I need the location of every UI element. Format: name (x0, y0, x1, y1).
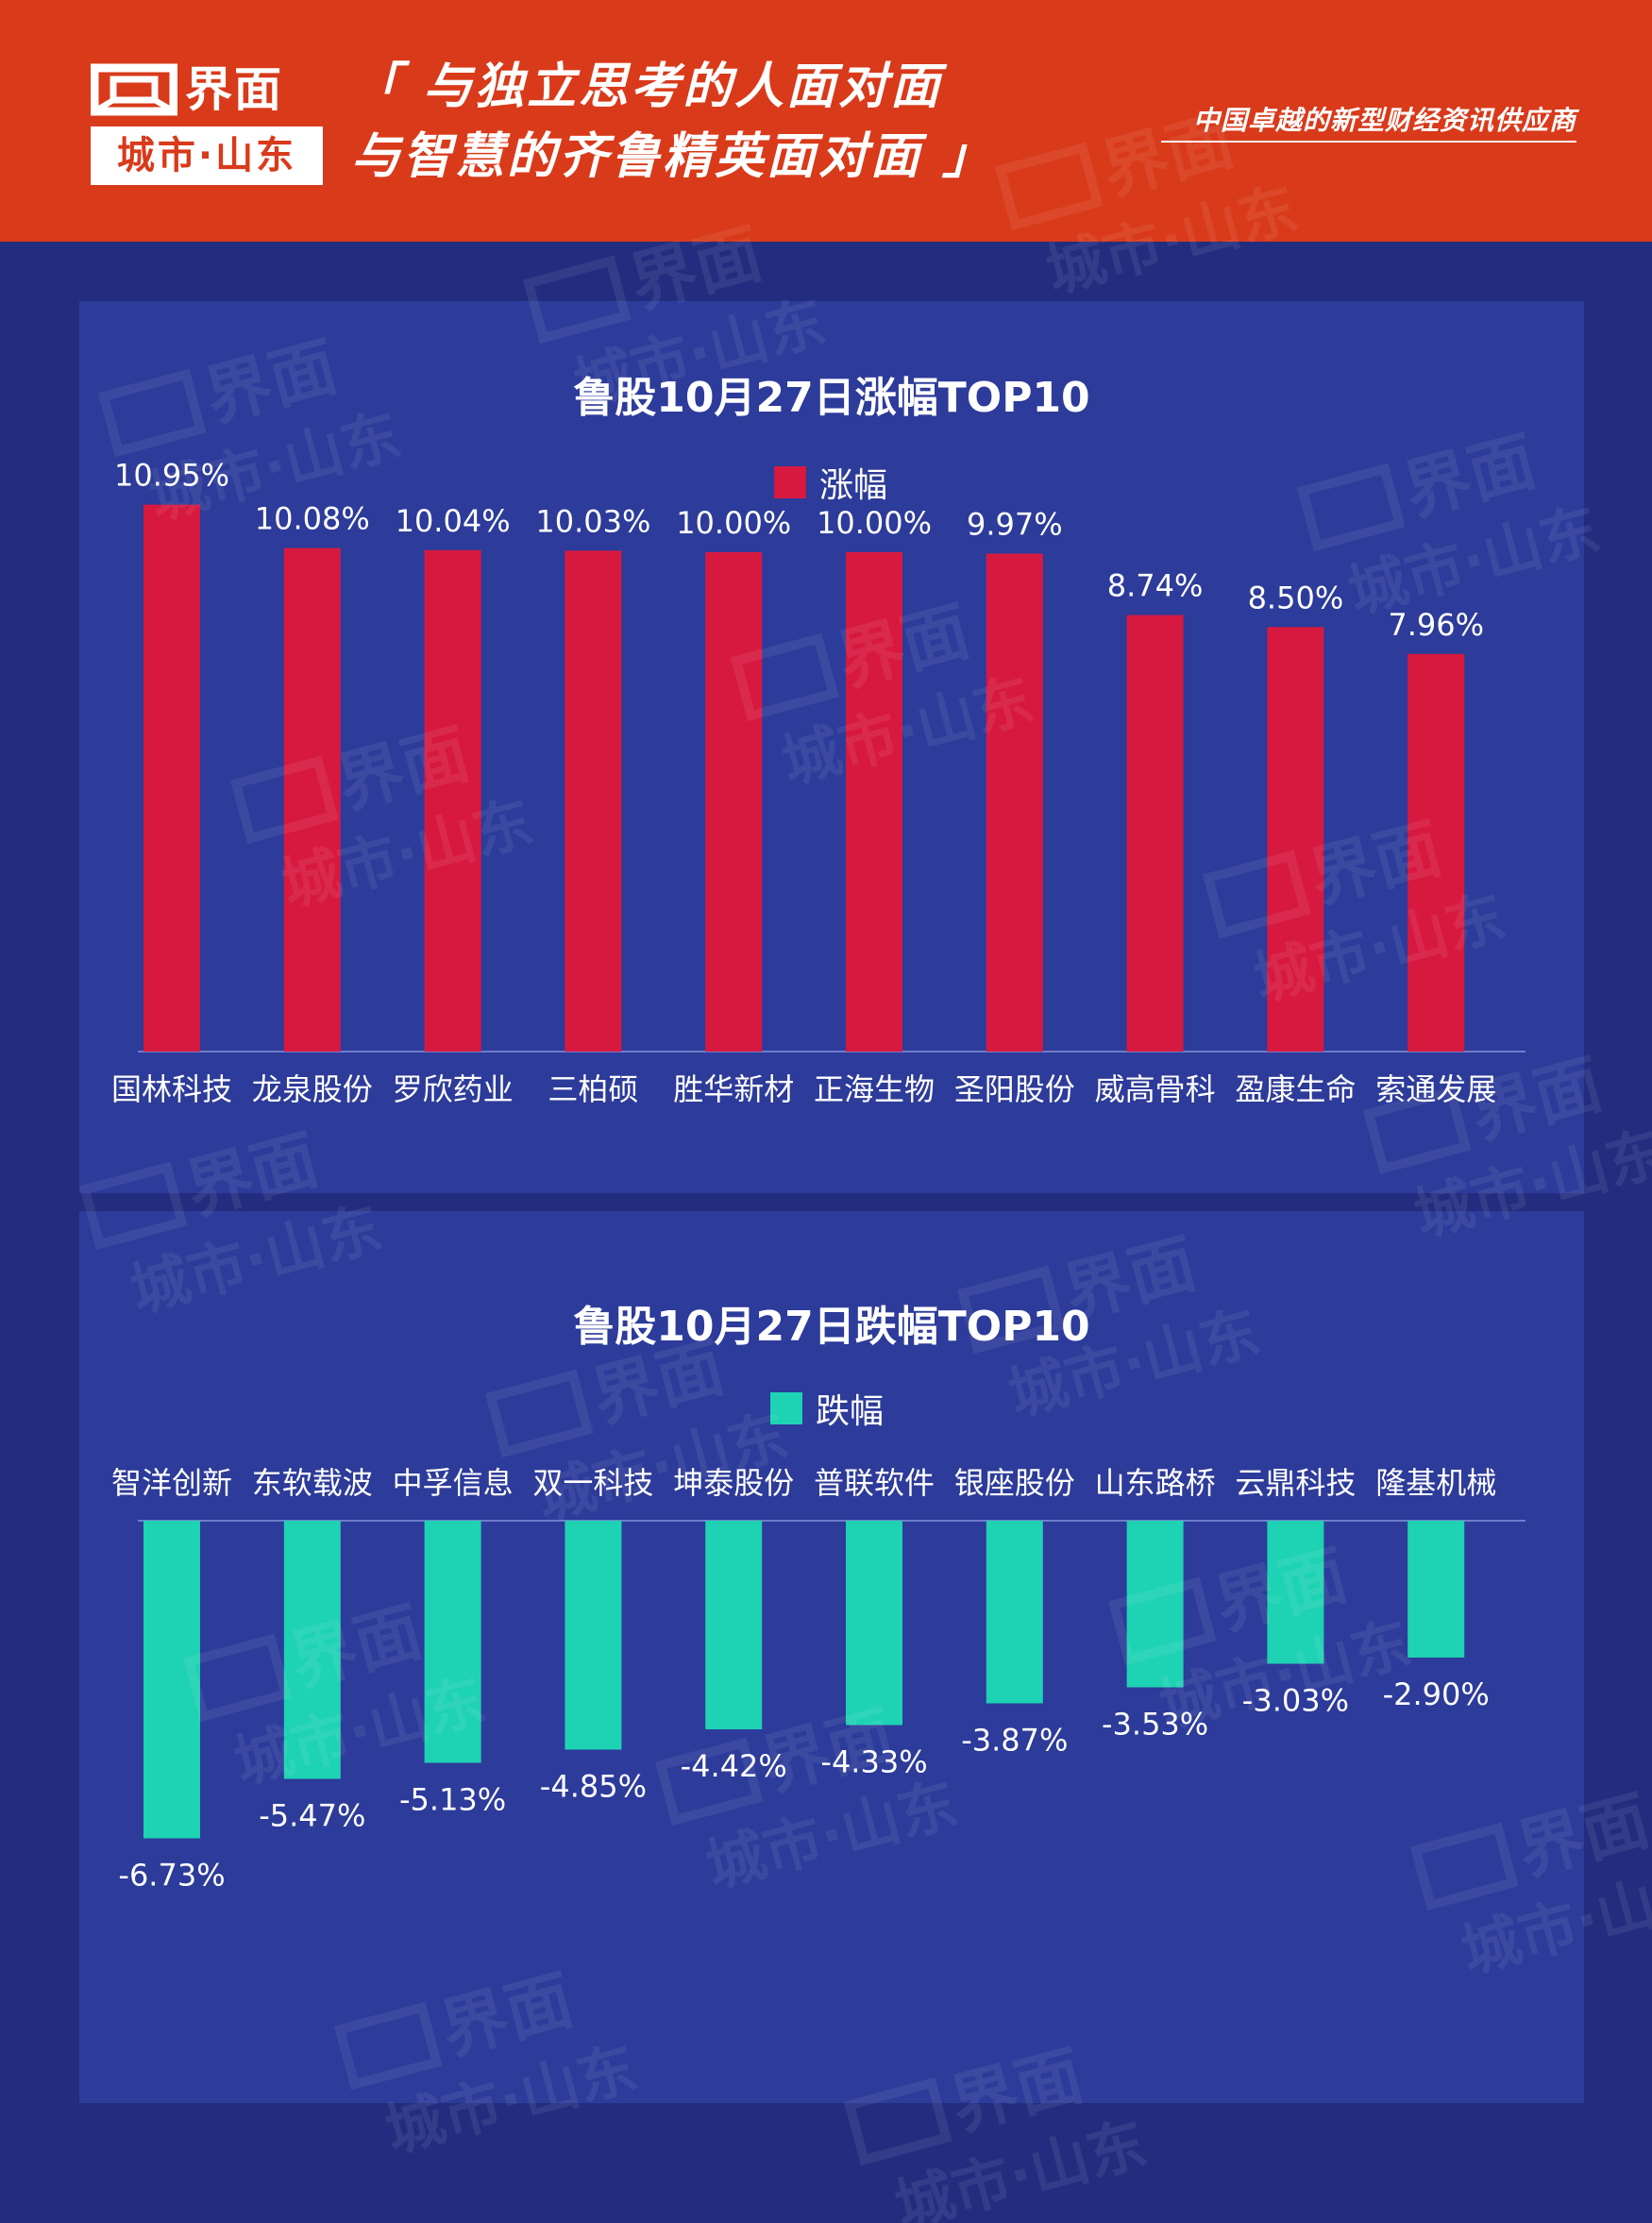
losers-chart-title: 鲁股10月27日跌幅TOP10 (573, 1303, 1089, 1351)
losers-data-label: -3.03% (1242, 1683, 1349, 1719)
losers-bar (705, 1521, 763, 1729)
tagline: 中国卓越的新型财经资讯供应商 (1192, 105, 1576, 136)
gainers-data-label: 10.00% (817, 505, 932, 541)
gainers-legend: 涨幅 (774, 466, 887, 505)
gainers-category-label: 盈康生命 (1235, 1071, 1356, 1107)
watermark-text: 城市·山东 (888, 2109, 1154, 2223)
gainers-panel: 鲁股10月27日涨幅TOP10 涨幅 10.95% 国林科技 10.08% 龙泉股份 10.… (79, 301, 1584, 1193)
gainers-data-label: 8.50% (1248, 580, 1344, 615)
gainers-bar (1408, 653, 1465, 1052)
gainers-category-label: 胜华新材 (673, 1071, 794, 1107)
losers-data-label: -4.33% (820, 1744, 927, 1780)
gainers-data-label: 10.04% (396, 503, 511, 539)
gainers-data-label: 10.00% (676, 505, 791, 541)
losers-bar (424, 1521, 481, 1763)
slogan-line-1: 「 与独立思考的人面对面 (351, 59, 943, 115)
losers-data-label: -5.47% (259, 1798, 365, 1834)
logo-icon (91, 63, 177, 116)
losers-category-label: 东软载波 (252, 1465, 373, 1501)
gainers-category-label: 威高骨科 (1095, 1071, 1216, 1107)
gainers-bar (1267, 627, 1324, 1052)
brand-name: 界面 (185, 62, 283, 117)
losers-bar (1408, 1521, 1465, 1658)
gainers-data-label: 10.95% (114, 458, 229, 494)
losers-panel: 鲁股10月27日跌幅TOP10 跌幅 -6.73% 智洋创新 -5.47% 东软载波 -5.… (79, 1211, 1584, 2103)
gainers-data-label: 9.97% (967, 506, 1063, 542)
losers-bar (1267, 1521, 1324, 1664)
gainers-category-label: 罗欣药业 (393, 1071, 514, 1107)
gainers-category-label: 圣阳股份 (954, 1071, 1075, 1107)
losers-category-label: 双一科技 (532, 1465, 653, 1501)
gainers-bar (283, 547, 341, 1052)
losers-bar (986, 1521, 1043, 1704)
losers-data-label: -6.73% (118, 1858, 225, 1894)
header-banner: 界面 城市·山东 「 与独立思考的人面对面 与智慧的齐鲁精英面对面 」 中国卓越… (0, 0, 1652, 242)
slogan-line-2: 与智慧的齐鲁精英面对面 」 (351, 128, 995, 185)
gainers-data-label: 10.03% (535, 503, 650, 539)
gainers-category-label: 三柏硕 (548, 1071, 638, 1107)
losers-category-label: 隆基机械 (1375, 1465, 1496, 1501)
losers-bar (846, 1521, 902, 1726)
losers-category-label: 银座股份 (954, 1465, 1075, 1501)
gainers-bar (424, 549, 481, 1052)
losers-data-label: -3.53% (1102, 1707, 1208, 1743)
gainers-data-label: 8.74% (1107, 568, 1204, 604)
losers-category-label: 山东路桥 (1095, 1465, 1216, 1501)
losers-data-label: -5.13% (399, 1782, 506, 1818)
brand-logo: 界面 城市·山东 (91, 60, 323, 187)
losers-bar (283, 1521, 341, 1779)
gainers-data-label: 10.08% (255, 501, 370, 537)
losers-category-label: 普联软件 (814, 1465, 935, 1501)
losers-data-label: -4.42% (681, 1748, 787, 1784)
gainers-bar (143, 504, 200, 1052)
losers-data-label: -2.90% (1383, 1676, 1490, 1712)
losers-bar (565, 1521, 622, 1750)
gainers-bar (846, 551, 902, 1052)
gainers-bar (705, 551, 763, 1052)
gainers-legend-swatch (774, 466, 806, 498)
gainers-data-label: 7.96% (1388, 607, 1484, 643)
sub-brand: 城市·山东 (91, 126, 323, 185)
losers-bar (1126, 1521, 1184, 1688)
losers-data-label: -4.85% (540, 1769, 647, 1805)
gainers-category-label: 正海生物 (814, 1071, 935, 1107)
losers-category-label: 智洋创新 (111, 1465, 232, 1501)
tagline-divider (1161, 141, 1576, 143)
losers-data-label: -3.87% (961, 1723, 1068, 1759)
losers-category-label: 云鼎科技 (1235, 1465, 1356, 1501)
gainers-bar (1126, 615, 1184, 1052)
losers-category-label: 中孚信息 (393, 1465, 514, 1501)
gainers-category-label: 索通发展 (1375, 1071, 1496, 1107)
gainers-category-label: 国林科技 (111, 1071, 232, 1107)
gainers-category-label: 龙泉股份 (252, 1071, 373, 1107)
losers-legend-label: 跌幅 (816, 1392, 884, 1431)
gainers-chart: 鲁股10月27日涨幅TOP10 涨幅 10.95% 国林科技 10.08% 龙泉股份 10.… (111, 374, 1526, 1107)
losers-chart: 鲁股10月27日跌幅TOP10 跌幅 -6.73% 智洋创新 -5.47% 东软载波 -5.… (111, 1303, 1526, 1894)
gainers-chart-title: 鲁股10月27日涨幅TOP10 (573, 374, 1089, 422)
losers-bar (143, 1521, 200, 1839)
gainers-legend-label: 涨幅 (819, 466, 887, 505)
gainers-bar (986, 553, 1043, 1052)
losers-category-label: 坤泰股份 (673, 1465, 794, 1501)
losers-legend: 跌幅 (770, 1392, 884, 1431)
losers-legend-swatch (770, 1392, 802, 1424)
gainers-bar (565, 550, 622, 1052)
